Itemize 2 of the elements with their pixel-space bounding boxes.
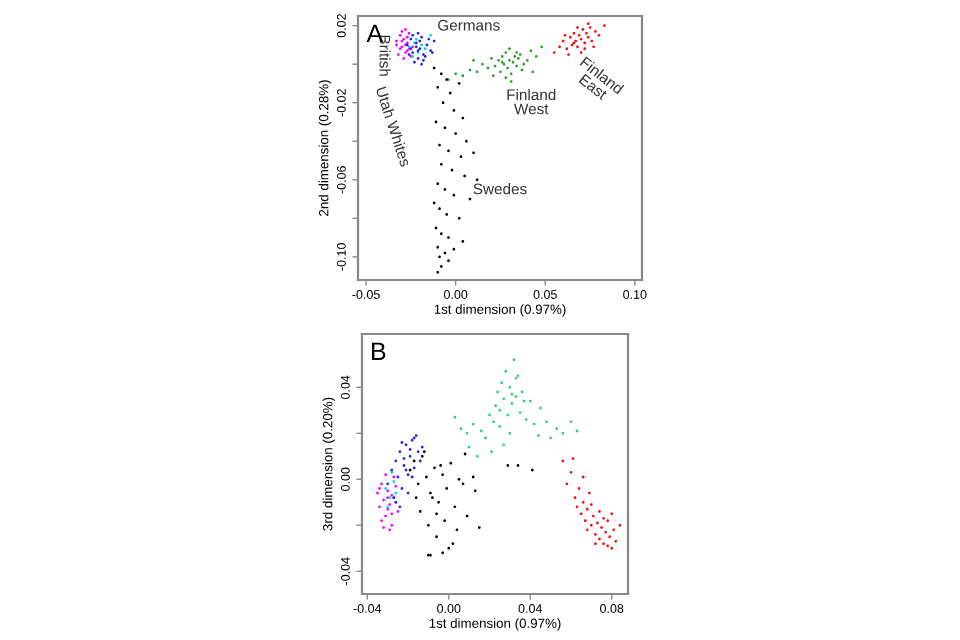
- chart-title: A: [366, 24, 384, 43]
- chart-title: B: [372, 342, 386, 360]
